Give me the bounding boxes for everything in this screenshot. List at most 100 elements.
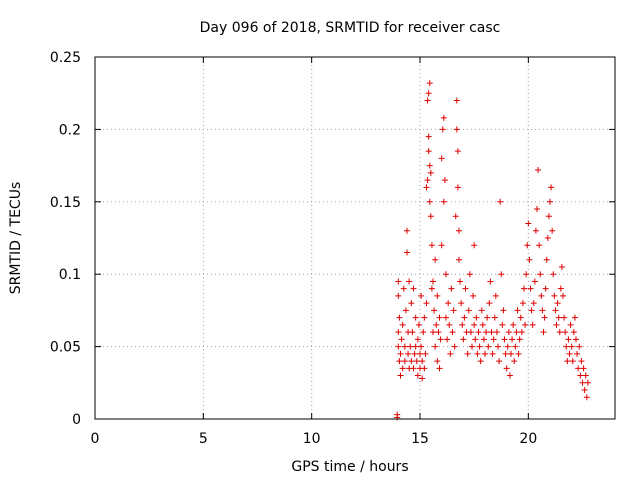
data-point-0-153 (518, 329, 525, 336)
data-point-0-180 (548, 184, 555, 191)
data-point-0-66 (434, 292, 441, 299)
data-point-0-140 (504, 343, 511, 350)
data-point-0-61 (430, 329, 436, 336)
data-point-0-102 (464, 350, 471, 357)
data-point-0-143 (508, 350, 514, 357)
data-point-0-182 (550, 271, 557, 278)
data-point-0-158 (524, 242, 531, 249)
data-point-0-211 (581, 387, 588, 394)
data-point-0-74 (439, 126, 446, 133)
data-point-0-22 (406, 278, 413, 285)
data-point-0-161 (527, 285, 534, 292)
data-point-0-142 (506, 372, 513, 379)
data-point-0-32 (413, 358, 420, 365)
data-point-0-45 (422, 350, 429, 357)
data-point-0-199 (568, 343, 575, 350)
data-point-0-16 (402, 307, 409, 314)
axes: 0 5 10 15 20 0 0.05 0.1 0.15 0.2 0.25 (50, 50, 615, 447)
x-tick-label-3: 15 (411, 431, 429, 447)
chart-title: Day 096 of 2018, SRMTID for receiver cas… (200, 20, 501, 36)
data-point-0-83 (447, 350, 454, 357)
data-point-0-179 (547, 198, 553, 205)
data-point-0-6 (396, 358, 403, 365)
data-point-0-126 (489, 350, 496, 357)
data-point-0-3 (395, 292, 402, 299)
data-point-0-112 (474, 350, 481, 357)
x-tick-label-0: 0 (91, 431, 100, 447)
data-point-0-42 (420, 329, 427, 336)
data-point-0-155 (521, 285, 527, 292)
grid-lines (95, 57, 615, 419)
data-point-0-184 (552, 307, 559, 314)
data-point-0-2 (395, 278, 402, 285)
data-point-0-93 (456, 227, 462, 234)
data-point-0-84 (448, 285, 455, 292)
data-point-0-30 (412, 343, 419, 350)
data-point-0-47 (423, 300, 430, 307)
data-point-0-65 (433, 321, 440, 328)
data-point-0-43 (421, 314, 428, 321)
data-point-0-148 (513, 329, 520, 336)
data-point-0-195 (564, 358, 571, 365)
data-point-0-51 (425, 133, 432, 140)
data-point-0-131 (495, 343, 501, 350)
data-point-0-46 (423, 184, 430, 191)
data-point-0-89 (453, 97, 460, 104)
data-point-0-103 (465, 307, 472, 314)
data-point-0-164 (530, 300, 537, 307)
data-point-0-70 (436, 365, 443, 372)
data-point-0-79 (443, 314, 449, 321)
y-tick-label-0: 0 (72, 412, 81, 428)
data-point-0-52 (425, 148, 432, 155)
data-point-0-27 (410, 365, 417, 372)
data-point-0-146 (511, 358, 518, 365)
data-point-0-141 (505, 329, 512, 336)
data-point-0-213 (583, 394, 590, 401)
data-point-0-41 (419, 358, 426, 365)
data-point-0-36 (417, 350, 423, 357)
data-point-0-13 (400, 285, 407, 292)
data-point-0-98 (460, 336, 467, 343)
data-point-0-132 (496, 358, 503, 365)
data-point-0-119 (482, 350, 488, 357)
data-point-0-62 (431, 307, 438, 314)
data-point-0-55 (426, 198, 433, 205)
data-point-0-136 (500, 307, 507, 314)
data-point-0-130 (493, 329, 500, 336)
data-point-0-139 (503, 365, 510, 372)
data-point-0-137 (501, 336, 508, 343)
data-point-0-134 (498, 271, 505, 278)
data-point-0-97 (459, 321, 466, 328)
data-point-0-44 (421, 365, 428, 372)
data-point-0-105 (467, 329, 474, 336)
data-point-0-203 (573, 336, 579, 343)
data-point-0-95 (457, 278, 464, 285)
data-point-0-198 (567, 321, 574, 328)
data-point-0-169 (536, 242, 543, 249)
data-point-0-205 (575, 365, 582, 372)
data-point-0-178 (545, 213, 552, 220)
x-tick-label-1: 5 (199, 431, 208, 447)
data-point-0-123 (486, 300, 493, 307)
data-point-0-34 (414, 336, 421, 343)
data-point-0-128 (491, 314, 498, 321)
plot-frame (94, 56, 616, 420)
data-point-0-78 (443, 271, 449, 278)
data-point-0-214 (584, 379, 591, 386)
data-point-0-163 (529, 321, 536, 328)
data-point-0-174 (541, 314, 548, 321)
data-point-0-25 (408, 358, 415, 365)
data-point-0-82 (446, 321, 453, 328)
y-tick-label-1: 0.05 (50, 340, 81, 356)
data-point-0-162 (528, 307, 535, 314)
data-point-0-133 (497, 198, 504, 205)
data-point-0-111 (473, 314, 480, 321)
data-point-0-194 (563, 343, 570, 350)
data-point-0-99 (461, 314, 468, 321)
data-point-0-85 (449, 329, 456, 336)
data-point-0-175 (542, 285, 549, 292)
data-point-0-196 (565, 336, 572, 343)
data-point-0-127 (490, 336, 497, 343)
data-point-0-75 (440, 114, 447, 121)
